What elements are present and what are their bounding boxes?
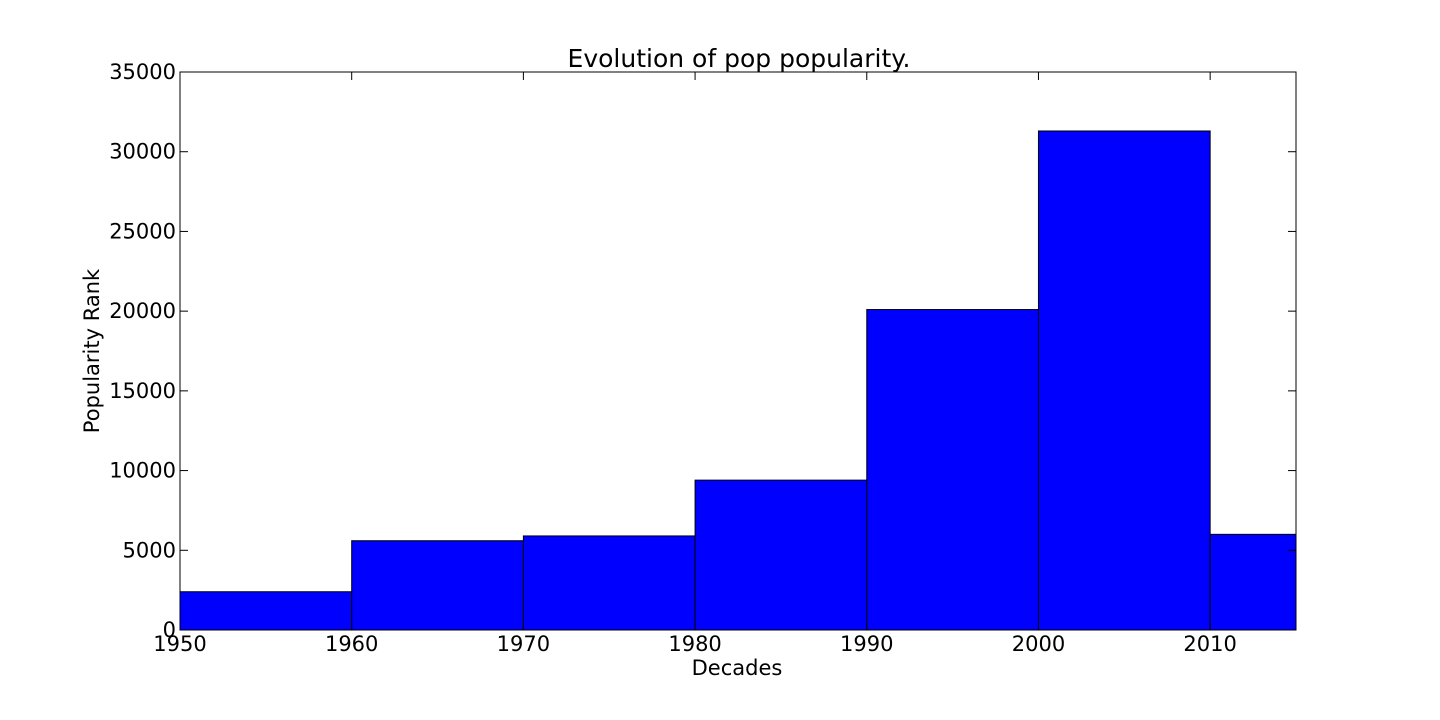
bar-1970 (522, 535, 696, 631)
x-axis-label: Decades (692, 656, 783, 680)
bar-1960 (351, 540, 524, 631)
bar-1950 (179, 591, 353, 631)
bar-1990 (866, 309, 1039, 631)
y-tick-label: 30000 (109, 140, 176, 164)
y-axis-label: Popularity Rank (80, 268, 104, 433)
y-tick-label: 20000 (109, 299, 176, 323)
x-tick-label: 1950 (153, 632, 206, 656)
y-tick-label: 10000 (109, 459, 176, 483)
x-tick-label: 2010 (1183, 632, 1236, 656)
x-tick-label: 1970 (497, 632, 550, 656)
x-tick-label: 2000 (1012, 632, 1065, 656)
ticks-group: 1950 1960 1970 1980 1990 2000 2010 0 5000 10000 15… (109, 60, 1296, 656)
y-tick-label: 0 (163, 618, 176, 642)
y-tick-label: 35000 (109, 60, 176, 84)
x-tick-label: 1980 (668, 632, 721, 656)
y-tick-label: 15000 (109, 379, 176, 403)
bars-group (179, 130, 1297, 631)
bar-2000 (1037, 130, 1211, 631)
plot-frame (179, 71, 1297, 631)
chart-title: Evolution of pop popularity. (568, 44, 911, 73)
x-tick-label: 1990 (840, 632, 893, 656)
y-tick-label: 25000 (109, 219, 176, 243)
bar-2010 (1209, 533, 1297, 631)
x-tick-label: 1960 (325, 632, 378, 656)
bar-1980 (694, 479, 868, 631)
y-tick-label: 5000 (123, 538, 176, 562)
